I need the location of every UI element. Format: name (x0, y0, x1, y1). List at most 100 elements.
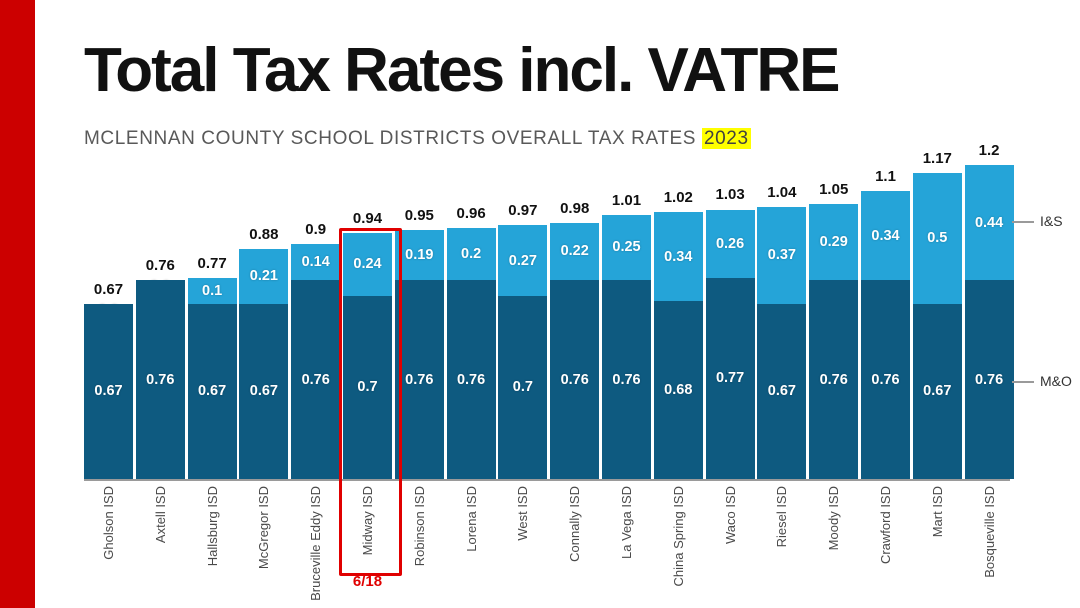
bar-total-label: 0.98 (560, 199, 590, 217)
bar-segment-mo: 0.67 (912, 303, 962, 479)
bar-segment-mo-label: 0.76 (560, 371, 589, 388)
bar-segment-mo: 0.76 (809, 280, 859, 479)
bar-segment-mo: 0.76 (394, 280, 444, 479)
bar-segment-is-label: 0.5 (927, 230, 948, 247)
x-axis-label-text: Axtell ISD (152, 486, 168, 544)
x-axis-label-text: West ISD (515, 486, 531, 541)
bar-total-label: 0.96 (456, 204, 486, 222)
bar-segment-mo-label: 0.76 (456, 371, 486, 388)
bar-column: 1.01 0.25 0.76 (602, 192, 651, 479)
bar-segment-mo: 0.76 (291, 280, 341, 479)
bar-segment-mo: 0.76 (602, 280, 651, 479)
x-axis-label-text: Riesel ISD (774, 486, 790, 548)
bar-segment-is-label: 0.34 (664, 248, 693, 265)
x-axis-label-text: Connally ISD (567, 486, 583, 562)
x-axis-label-text: Waco ISD (722, 486, 738, 545)
bar-segment-is-label: 0.21 (249, 268, 278, 285)
bar-segment-is: 0.29 (809, 204, 859, 281)
bar-column: 0.96 0.2 0.76 (446, 205, 496, 479)
bar-total-label: 0.94 (352, 210, 383, 228)
legend-leader-line-is (1012, 221, 1034, 223)
midway-rank-note: 6/18 (352, 573, 383, 590)
legend-leader-line-mo (1012, 381, 1034, 383)
bar-segment-mo: 0.67 (757, 303, 807, 479)
bar-segment-mo-label: 0.76 (871, 371, 900, 388)
bar-total-label: 0.76 (145, 257, 175, 275)
bar-total-label: 0.67 (93, 280, 124, 298)
bar-segment-mo: 0.7 (343, 295, 392, 479)
bar-segment-is: 0.21 (239, 248, 289, 304)
x-axis-label-text: China Spring ISD (670, 486, 686, 587)
bar-segment-mo-label: 0.67 (197, 383, 227, 400)
x-axis-label-text: Hallsburg ISD (204, 486, 220, 567)
bar-total-label: 0.95 (404, 207, 434, 225)
bar-segment-is: 0.14 (291, 243, 341, 281)
bar-column: 0.77 0.1 0.67 (187, 255, 237, 479)
bar-column: 1.1 0.34 0.76 (861, 168, 910, 479)
bar-column: 0.760.00.76 (135, 257, 185, 479)
bar-segment-is: 0.34 (653, 212, 703, 302)
bar-total-label: 1.1 (875, 168, 896, 186)
x-axis-label-text: Bosqueville ISD (981, 486, 997, 578)
bar-segment-is: 0.2 (446, 227, 496, 281)
bar-total-label: 1.2 (978, 142, 1000, 159)
subtitle-year-highlight: 2023 (701, 128, 751, 149)
bar-segment-mo: 0.76 (964, 280, 1014, 479)
bar-segment-is: 0.24 (343, 233, 392, 296)
bar-column: 1.05 0.29 0.76 (809, 181, 859, 479)
bar-segment-is: 0.27 (498, 225, 548, 296)
bar-column: 0.9 0.14 0.76 (291, 221, 341, 479)
bar-segment-is-label: 0.26 (715, 235, 745, 252)
bar-column: 1.04 0.37 0.67 (757, 184, 807, 479)
bar-segment-is-label: 0.37 (767, 247, 796, 264)
bar-total-label: 0.97 (508, 202, 538, 220)
bar-segment-mo-label: 0.76 (146, 371, 175, 388)
bar-segment-is: 0.44 (964, 165, 1014, 281)
bar-segment-is: 0.19 (394, 230, 444, 281)
bar-segment-mo-label: 0.76 (974, 371, 1004, 388)
bar-segment-mo: 0.7 (498, 295, 548, 479)
bar-total-label: 1.05 (819, 181, 849, 199)
bar-column: 0.95 0.19 0.76 (394, 207, 444, 479)
bar-segment-mo: 0.76 (550, 280, 600, 479)
bar-segment-mo: 0.76 (861, 280, 910, 479)
bar-segment-mo-label: 0.76 (301, 371, 330, 388)
bar-segment-is: 0.22 (550, 222, 600, 281)
bar-segment-is-label: 0.14 (301, 253, 330, 270)
bar-segment-mo-label: 0.76 (819, 371, 848, 388)
bar-segment-is: 0.34 (861, 191, 910, 281)
bar-segment-is-label: 0.24 (353, 256, 382, 273)
bar-segment-is: 0.37 (757, 206, 807, 304)
x-axis-label-text: Midway ISD (360, 486, 375, 556)
bar-segment-is-label: 0.2 (461, 245, 482, 262)
x-axis-label-text: Mart ISD (929, 486, 945, 538)
bar-segment-mo-label: 0.67 (767, 383, 796, 400)
bar-column: 0.94 0.24 0.7 (343, 210, 392, 479)
legend-label-is: I&S (1040, 213, 1063, 229)
bar-segment-mo: 0.76 (135, 280, 185, 479)
left-accent-bar (0, 0, 35, 608)
bar-segment-mo-label: 0.68 (664, 382, 693, 399)
bar-total-label: 1.03 (715, 186, 745, 204)
page-title: Total Tax Rates incl. VATRE (84, 36, 840, 105)
bar-column: 0.97 0.27 0.7 (498, 202, 548, 479)
bar-segment-mo: 0.76 (446, 280, 496, 479)
subtitle-text: MCLENNAN COUNTY SCHOOL DISTRICTS OVERALL… (84, 128, 702, 149)
bar-column: 1.2 0.44 0.76 (964, 142, 1014, 479)
x-axis-label-text: Crawford ISD (878, 486, 893, 565)
bar-segment-is-label: 0.27 (508, 252, 537, 269)
bar-segment-mo: 0.67 (84, 303, 133, 479)
bar-segment-mo: 0.67 (187, 303, 237, 479)
bar-segment-is-label: 0.19 (405, 247, 434, 264)
stacked-bar-chart: 0.670.00.670.760.00.76 0.77 0.1 0.67 0.88 0.2… (84, 142, 1014, 480)
legend-label-mo: M&O (1040, 373, 1072, 389)
bar-column: 1.17 0.5 0.67 (912, 150, 962, 479)
x-axis-label-text: La Vega ISD (619, 486, 634, 559)
bar-column: 1.02 0.34 0.68 (653, 189, 703, 479)
bar-segment-mo-label: 0.7 (512, 379, 533, 396)
bar-segment-mo-label: 0.76 (405, 371, 434, 388)
bar-segment-mo-label: 0.7 (357, 379, 378, 396)
bar-total-label: 1.17 (922, 149, 952, 167)
bar-segment-mo-label: 0.67 (923, 383, 952, 400)
bar-column: 0.88 0.21 0.67 (239, 226, 289, 479)
